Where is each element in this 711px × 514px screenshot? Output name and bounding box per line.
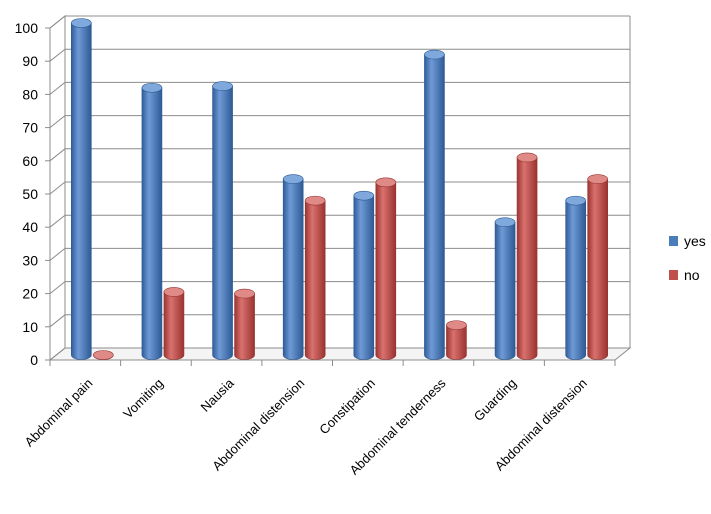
gridline (49, 115, 630, 128)
bar-body (424, 54, 445, 360)
bar-top (163, 287, 185, 297)
floor-plane (48, 347, 632, 361)
bars (71, 18, 608, 360)
y-tick-label: 0 (30, 352, 38, 368)
y-axis: 0 10 20 30 40 50 60 70 80 90 100 (15, 20, 51, 368)
category-label: Abdominal pain (21, 376, 95, 450)
gridline (49, 48, 630, 62)
y-tick-label: 10 (22, 319, 38, 335)
y-tick-label: 40 (22, 219, 38, 235)
bar-body (494, 221, 516, 360)
bar (565, 195, 586, 360)
bar-body (304, 200, 326, 360)
y-tick-label: 20 (22, 286, 38, 302)
bar-top (494, 217, 516, 227)
plot-walls (48, 14, 632, 362)
y-tick-label: 100 (15, 20, 39, 36)
y-tick-label: 90 (22, 53, 38, 69)
y-tick-label: 30 (22, 252, 38, 268)
bar-top (446, 320, 467, 330)
bar (446, 320, 467, 360)
bar-body (71, 22, 92, 360)
bar-top (353, 190, 375, 201)
bar-top (93, 350, 114, 360)
gridline (49, 314, 630, 328)
bar-top (212, 81, 233, 91)
y-tick-label: 70 (22, 120, 38, 136)
y-tick-label: 50 (22, 186, 38, 202)
y-tick-label: 60 (22, 153, 38, 169)
y-tick-label: 80 (22, 86, 38, 102)
gridline (49, 281, 630, 294)
bar-body (516, 157, 538, 360)
bar-top (424, 49, 445, 60)
bar-top (141, 82, 163, 93)
bar-body (282, 178, 304, 360)
bar-top (282, 174, 304, 184)
category-label: Nausia (197, 375, 237, 415)
gridline (49, 81, 630, 95)
bar-top (565, 195, 586, 206)
bar (234, 288, 255, 360)
bar (141, 82, 163, 360)
gridline (49, 15, 630, 29)
bar-top (304, 195, 326, 206)
bar (304, 195, 326, 360)
bar-top (375, 177, 397, 188)
bar-body (212, 85, 233, 360)
bar (587, 174, 608, 360)
bar (516, 152, 538, 360)
bar (163, 287, 185, 360)
gridlines (49, 15, 631, 361)
bar-body (446, 324, 467, 360)
bar-body (141, 87, 163, 360)
bar (494, 217, 516, 360)
bar-top (587, 174, 608, 184)
bar-body (587, 178, 608, 360)
legend-label: no (684, 267, 700, 283)
bar-top (516, 152, 538, 163)
category-label: Constipation (316, 376, 378, 438)
gridline (49, 181, 630, 195)
bar-body (234, 293, 255, 360)
bar (353, 190, 375, 360)
legend-label: yes (684, 233, 706, 249)
legend-swatch (669, 270, 678, 280)
bar-top (234, 288, 255, 299)
bar-body (163, 291, 185, 360)
bar (212, 81, 233, 360)
gridline (49, 148, 630, 162)
bar (71, 18, 92, 360)
bar-body (565, 200, 586, 360)
bar (282, 174, 304, 360)
bar (424, 49, 445, 360)
bar-top (71, 18, 92, 28)
bar-body (375, 182, 397, 360)
legend: yes no (669, 233, 706, 283)
bar (375, 177, 397, 360)
legend-swatch (669, 236, 678, 246)
category-label: Vomiting (120, 376, 166, 422)
category-label: Guarding (471, 376, 519, 424)
bar (93, 350, 114, 360)
gridline (49, 247, 630, 261)
gridline (49, 214, 630, 228)
bar-body (353, 195, 375, 360)
